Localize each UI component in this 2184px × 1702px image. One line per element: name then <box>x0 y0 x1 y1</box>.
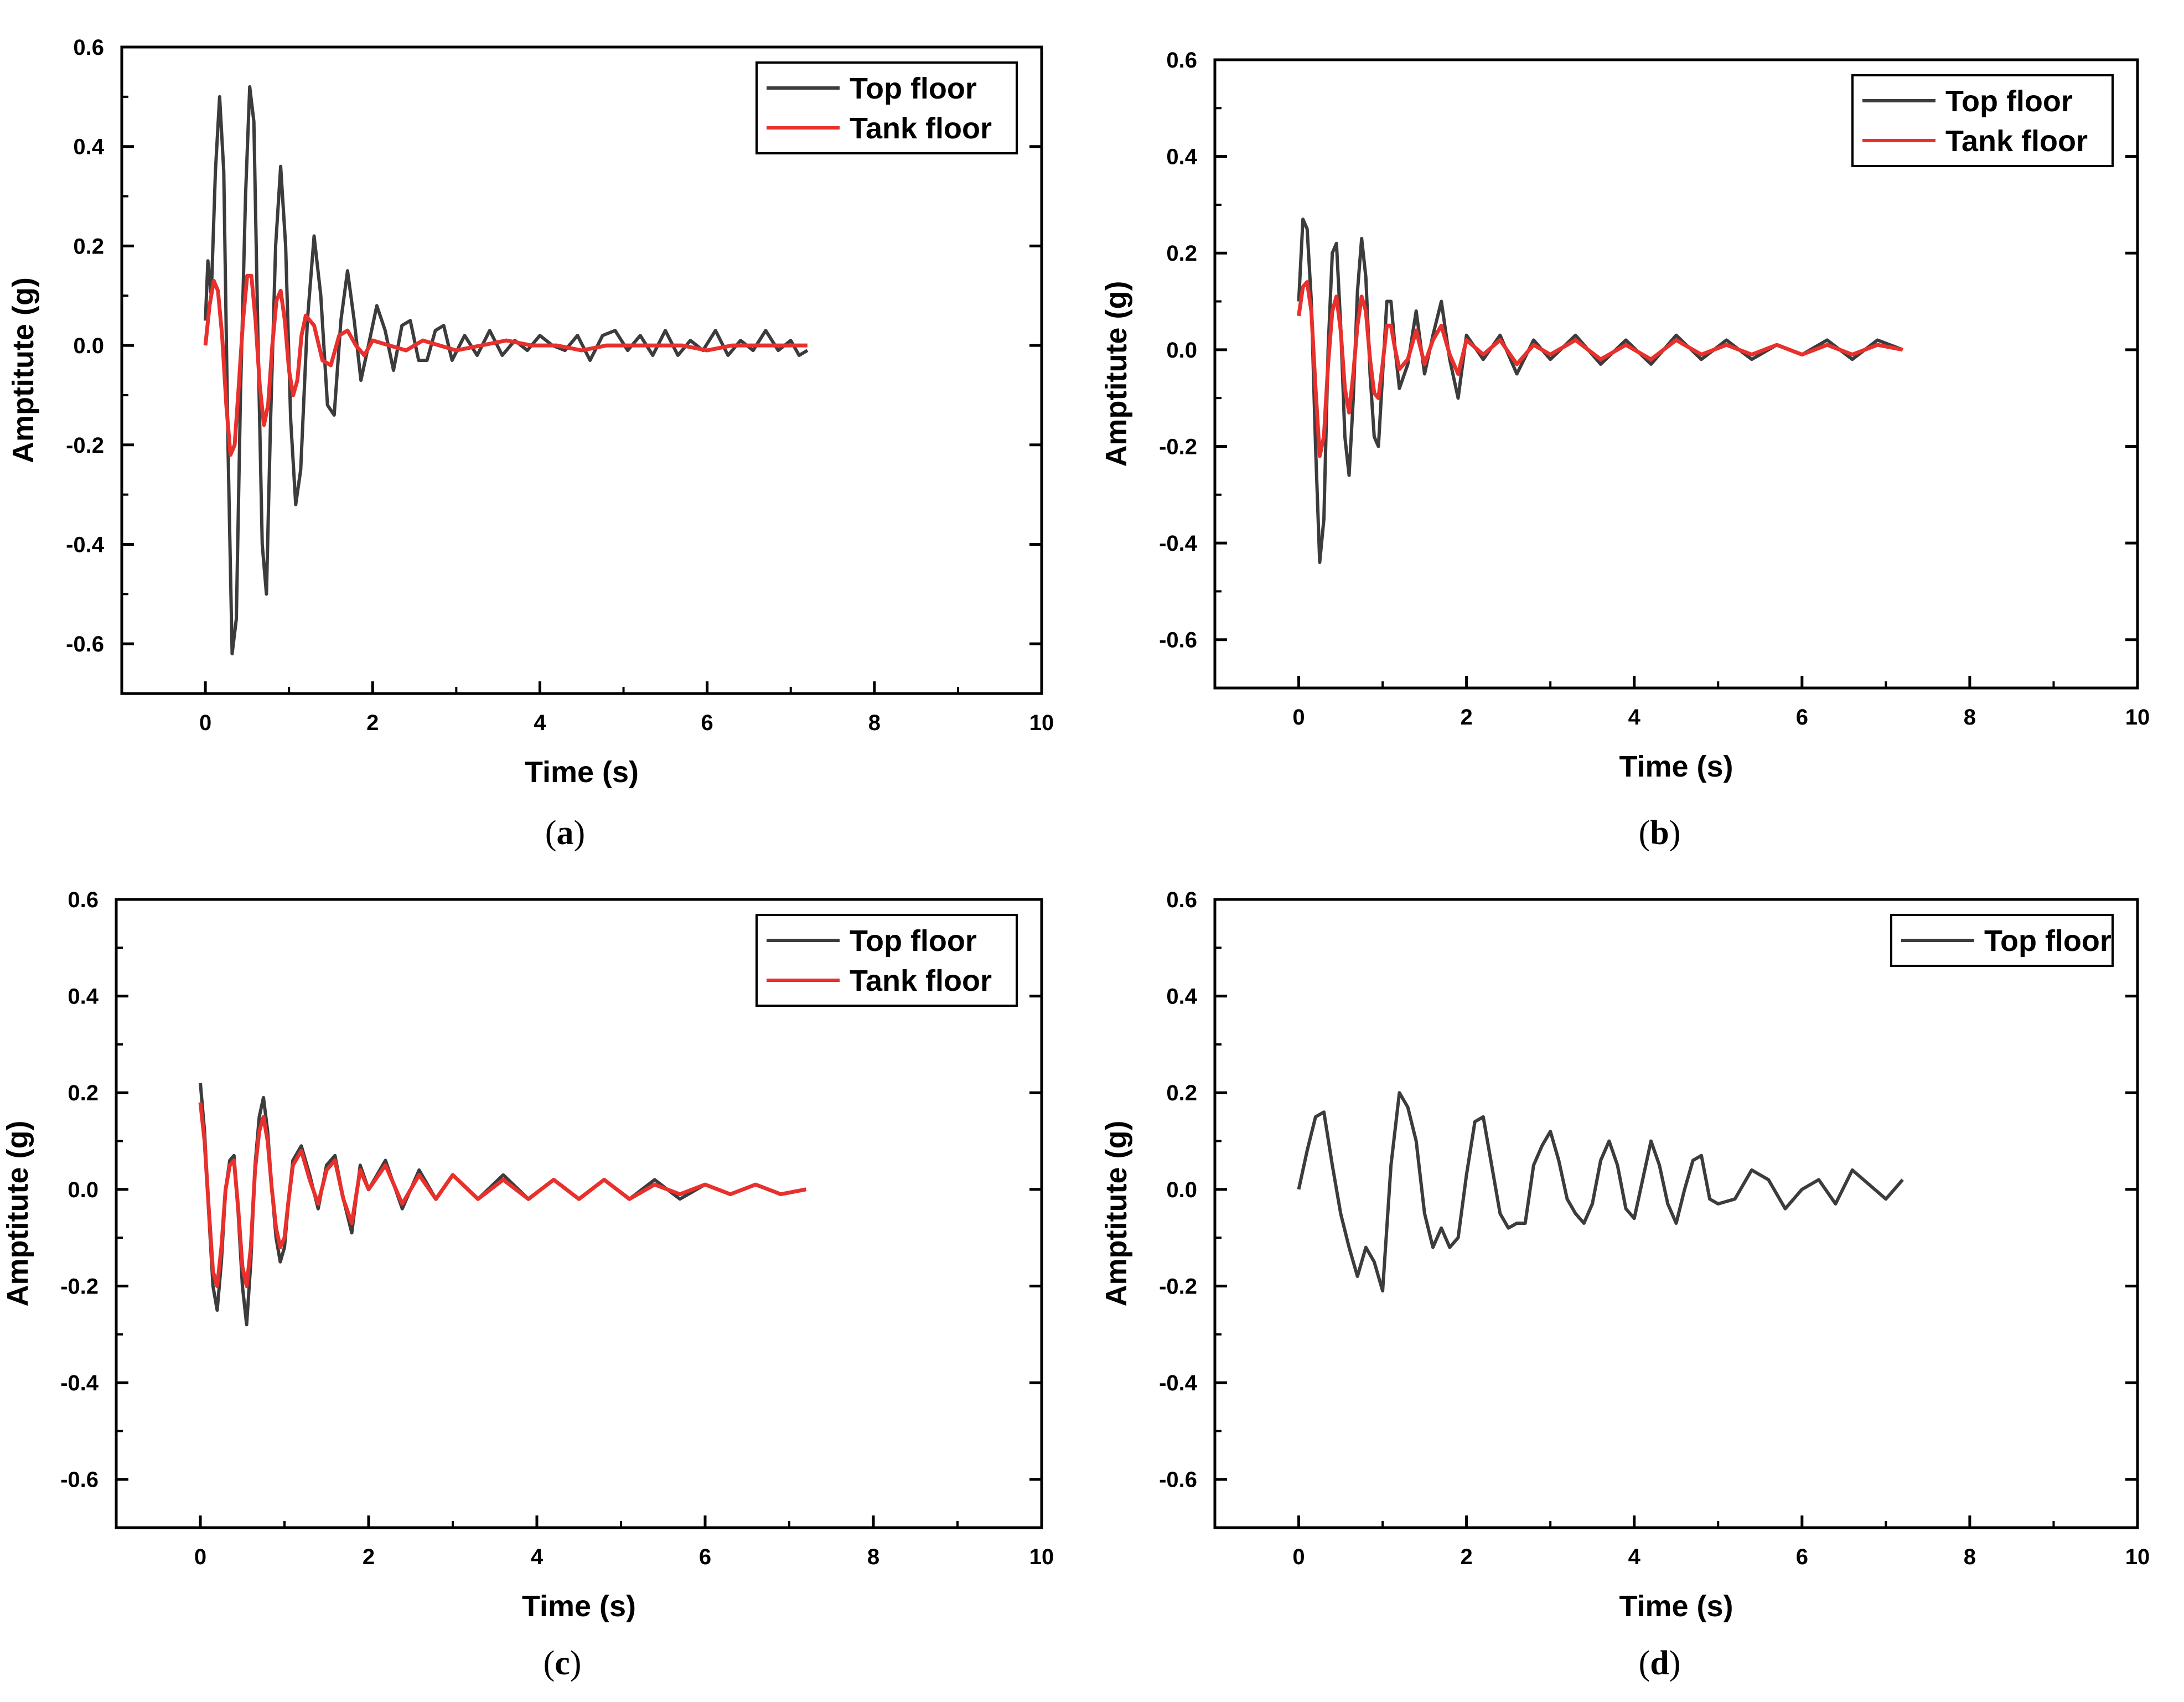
y-tick-label: -0.6 <box>66 632 104 656</box>
plot-frame <box>120 45 1043 695</box>
x-tick-label: 2 <box>1461 1545 1473 1569</box>
panel-c: 0.6 0.4 0.2 0.0 -0.2 -0.4 -0.6 0 2 4 6 8 10 Time (s) A… <box>1 888 1054 1682</box>
x-tick-label: 8 <box>868 711 881 735</box>
x-tick-label: 4 <box>1628 705 1641 730</box>
series-line-tank-floor <box>203 273 808 457</box>
x-tick-label: 2 <box>1461 705 1473 730</box>
plot-frame <box>1213 58 2139 690</box>
x-axis-title: Time (s) <box>1619 750 1733 783</box>
x-tick-label: 0 <box>1292 1545 1305 1569</box>
legend-label: Tank floor <box>850 964 992 997</box>
y-tick-label: -0.6 <box>1159 1468 1197 1492</box>
x-tick-label: 0 <box>194 1545 206 1569</box>
x-tick-label: 4 <box>1628 1545 1641 1569</box>
x-tick-label: 10 <box>2125 1545 2150 1569</box>
y-tick-label: 0.6 <box>73 35 104 60</box>
y-axis-title: Amptitute (g) <box>1100 281 1133 467</box>
y-tick-label: 0.4 <box>1166 145 1197 169</box>
y-tick-label: -0.2 <box>1159 434 1197 459</box>
y-tick-label: 0.0 <box>1166 338 1197 363</box>
y-tick-label: 0.0 <box>68 1178 99 1202</box>
series-line-tank-floor <box>198 1102 807 1288</box>
y-axis-title: Amptitute (g) <box>7 277 40 463</box>
legend-box <box>755 61 1018 154</box>
y-tick-label: -0.2 <box>60 1274 99 1299</box>
panel-caption: (a) <box>545 814 585 852</box>
plot-frame <box>1213 898 2139 1529</box>
x-tick-label: 6 <box>701 711 713 735</box>
x-tick-label: 2 <box>366 711 379 735</box>
plot-frame <box>115 898 1043 1529</box>
series-line-top-floor <box>1297 218 1903 564</box>
series-line-top-floor <box>204 85 809 656</box>
y-tick-label: -0.4 <box>66 532 105 557</box>
panel-d: 0.6 0.4 0.2 0.0 -0.2 -0.4 -0.6 0 2 4 6 8 10 Time (s) A… <box>1100 888 2150 1682</box>
x-tick-label: 10 <box>1029 1545 1054 1569</box>
y-tick-label: 0.6 <box>68 888 99 912</box>
legend-label: Tank floor <box>850 112 992 145</box>
panel-caption: (b) <box>1639 814 1681 852</box>
legend-label: Top floor <box>850 924 977 958</box>
y-tick-label: 0.0 <box>1166 1178 1197 1202</box>
y-tick-label: -0.6 <box>60 1468 99 1492</box>
legend-box <box>1851 74 2114 167</box>
series-line-top-floor <box>1297 1091 1904 1293</box>
y-tick-label: 0.4 <box>73 135 104 159</box>
y-tick-label: 0.4 <box>68 985 99 1009</box>
legend-box <box>755 914 1018 1007</box>
y-axis-title: Amptitute (g) <box>1 1121 34 1307</box>
y-tick-label: 0.4 <box>1166 985 1197 1009</box>
y-tick-label: -0.4 <box>60 1371 99 1395</box>
x-axis-title: Time (s) <box>1619 1590 1733 1623</box>
x-tick-label: 2 <box>363 1545 375 1569</box>
legend-label: Top floor <box>850 72 977 105</box>
y-tick-label: 0.2 <box>1166 1081 1197 1105</box>
y-axis-title: Amptitute (g) <box>1100 1121 1133 1307</box>
x-tick-label: 8 <box>1964 1545 1976 1569</box>
legend-label: Top floor <box>1945 85 2073 118</box>
y-tick-label: 0.0 <box>73 334 104 358</box>
x-tick-label: 4 <box>534 711 546 735</box>
x-axis-title: Time (s) <box>522 1590 636 1623</box>
x-tick-label: 6 <box>1796 1545 1808 1569</box>
x-tick-label: 8 <box>867 1545 879 1569</box>
y-tick-label: 0.2 <box>1166 241 1197 266</box>
x-tick-label: 10 <box>2125 705 2150 730</box>
legend-label: Tank floor <box>1945 125 2088 158</box>
y-tick-label: -0.2 <box>1159 1274 1197 1299</box>
x-tick-label: 6 <box>699 1545 711 1569</box>
panel-a: 0.6 0.4 0.2 0.0 -0.2 -0.4 -0.6 0 2 4 6 8 10 Time (s) A… <box>7 35 1054 852</box>
y-tick-label: 0.2 <box>73 234 104 258</box>
y-tick-label: -0.6 <box>1159 628 1197 653</box>
y-tick-label: -0.2 <box>66 433 104 458</box>
y-tick-label: 0.2 <box>68 1081 99 1105</box>
panel-b: 0.6 0.4 0.2 0.0 -0.2 -0.4 -0.6 0 2 4 6 8 10 Time (s) A… <box>1100 48 2150 852</box>
panel-caption: (d) <box>1639 1644 1681 1682</box>
y-tick-label: -0.4 <box>1159 1371 1198 1395</box>
panel-caption: (c) <box>544 1644 582 1682</box>
x-tick-label: 0 <box>199 711 211 735</box>
y-tick-label: 0.6 <box>1166 48 1197 73</box>
y-tick-label: 0.6 <box>1166 888 1197 912</box>
series-line-top-floor <box>199 1083 806 1327</box>
x-tick-label: 10 <box>1029 711 1054 735</box>
x-axis-title: Time (s) <box>525 756 639 789</box>
series-line-tank-floor <box>1297 280 1903 458</box>
x-tick-label: 6 <box>1796 705 1808 730</box>
y-tick-label: -0.4 <box>1159 531 1198 556</box>
x-tick-label: 8 <box>1964 705 1976 730</box>
legend-label: Top floor <box>1984 924 2111 958</box>
x-tick-label: 0 <box>1292 705 1305 730</box>
x-tick-label: 4 <box>531 1545 544 1569</box>
